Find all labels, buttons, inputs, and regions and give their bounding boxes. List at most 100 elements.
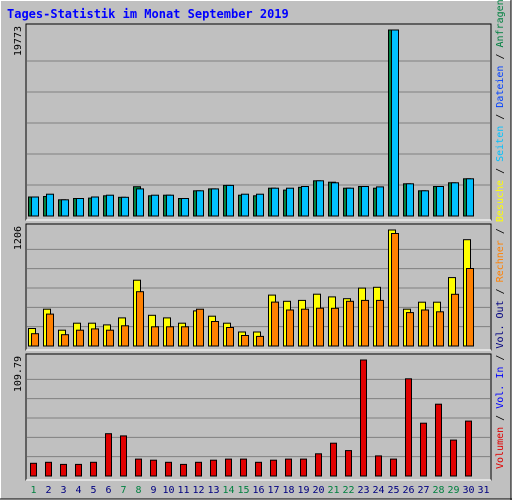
bar-rechner-day-28 — [436, 311, 444, 347]
bar-seiten-day-23 — [361, 186, 369, 217]
bar-volumen-day-6 — [105, 433, 112, 477]
bar-rechner-day-29 — [451, 293, 459, 347]
bar-volumen-day-8 — [135, 458, 142, 477]
x-tick-label: 31 — [477, 485, 489, 496]
bar-rechner-day-12 — [196, 308, 204, 347]
bar-seiten-day-20 — [316, 180, 324, 217]
y-max-label: 1206 — [13, 226, 24, 250]
panel-bottom-frame — [25, 353, 492, 481]
legend-label-part: Besuche — [495, 180, 506, 222]
bar-seiten-day-15 — [241, 193, 249, 217]
bar-rechner-day-14 — [226, 327, 234, 347]
bar-rechner-day-25 — [391, 233, 399, 347]
bar-seiten-day-25 — [391, 29, 399, 217]
bar-seiten-day-12 — [196, 190, 204, 217]
bar-seiten-day-24 — [376, 186, 384, 217]
x-axis-ticks: 1 2 3 4 5 6 7 8 9 10 11 12 13 14 15 16 17 18 19 20 21 22 23 24 2… — [30, 485, 489, 496]
bar-volumen-day-23 — [360, 359, 367, 477]
bar-rechner-day-27 — [421, 309, 429, 347]
bar-rechner-day-6 — [106, 329, 114, 347]
x-tick-label: 14 — [222, 485, 234, 496]
bar-rechner-day-10 — [166, 326, 174, 347]
bar-volumen-day-2 — [45, 461, 52, 477]
bar-seiten-day-26 — [406, 183, 414, 217]
bar-rechner-day-7 — [121, 325, 129, 347]
panel-bottom: 109.79 — [13, 353, 492, 481]
x-tick-label: 30 — [462, 485, 474, 496]
bar-rechner-day-4 — [76, 329, 84, 347]
bar-seiten-day-18 — [286, 187, 294, 217]
x-tick-label: 6 — [105, 485, 111, 496]
bar-volumen-day-18 — [285, 458, 292, 477]
bar-volumen-day-28 — [435, 403, 442, 477]
legend-label-part: Rechner — [495, 240, 506, 282]
bar-volumen-day-10 — [165, 461, 172, 477]
chart-title: Tages-Statistik im Monat September 2019 — [7, 7, 289, 21]
bar-volumen-day-16 — [255, 461, 262, 477]
x-tick-label: 12 — [192, 485, 204, 496]
bar-seiten-day-19 — [301, 186, 309, 217]
bar-volumen-day-13 — [210, 459, 217, 477]
x-tick-label: 22 — [342, 485, 354, 496]
bar-rechner-day-18 — [286, 309, 294, 347]
bar-volumen-day-25 — [390, 458, 397, 477]
bar-seiten-day-14 — [226, 184, 234, 217]
bar-seiten-day-4 — [76, 198, 84, 217]
bar-seiten-day-30 — [466, 178, 474, 217]
bar-rechner-day-2 — [46, 313, 54, 347]
bar-seiten-day-3 — [61, 199, 69, 217]
x-tick-label: 27 — [417, 485, 429, 496]
legend-label-part: / — [495, 282, 506, 300]
bar-rechner-day-17 — [271, 301, 279, 347]
bar-seiten-day-10 — [166, 194, 174, 217]
bar-seiten-day-5 — [91, 196, 99, 217]
bar-rechner-day-20 — [316, 307, 324, 347]
x-tick-label: 15 — [237, 485, 249, 496]
bar-volumen-day-3 — [60, 463, 67, 477]
x-tick-label: 23 — [357, 485, 369, 496]
bar-rechner-day-8 — [136, 291, 144, 347]
bar-volumen-day-27 — [420, 422, 427, 477]
bar-rechner-day-13 — [211, 321, 219, 347]
bar-volumen-day-29 — [450, 439, 457, 477]
bar-volumen-day-14 — [225, 458, 232, 477]
x-tick-label: 24 — [372, 485, 384, 496]
bar-volumen-day-7 — [120, 435, 127, 477]
x-tick-label: 29 — [447, 485, 459, 496]
x-tick-label: 26 — [402, 485, 414, 496]
chart-panels: 19773 1206 109.79 — [13, 23, 492, 481]
bar-seiten-day-1 — [31, 196, 39, 217]
x-tick-label: 4 — [75, 485, 81, 496]
bar-volumen-day-21 — [330, 442, 337, 477]
bar-rechner-day-19 — [301, 308, 309, 347]
legend-label-part: Vol. Out — [495, 300, 506, 348]
bar-rechner-day-26 — [406, 312, 414, 347]
bar-seiten-day-6 — [106, 194, 114, 217]
bar-seiten-day-11 — [181, 198, 189, 217]
y-max-label: 109.79 — [13, 356, 24, 392]
bar-rechner-day-15 — [241, 335, 249, 347]
bar-seiten-day-13 — [211, 188, 219, 217]
bar-rechner-day-16 — [256, 335, 264, 347]
x-tick-label: 13 — [207, 485, 219, 496]
bar-volumen-day-26 — [405, 378, 412, 477]
x-tick-label: 9 — [150, 485, 156, 496]
x-tick-label: 2 — [45, 485, 51, 496]
x-tick-label: 28 — [432, 485, 444, 496]
panel-top: 19773 — [13, 23, 492, 221]
legend-label-part: Vol. In — [495, 367, 506, 409]
bar-seiten-day-8 — [136, 188, 144, 217]
bar-volumen-day-22 — [345, 450, 352, 477]
x-tick-label: 11 — [177, 485, 189, 496]
bar-volumen-day-17 — [270, 459, 277, 477]
legend-label-part: / — [495, 108, 506, 126]
bar-rechner-day-24 — [376, 299, 384, 347]
x-tick-label: 18 — [282, 485, 294, 496]
bar-seiten-day-22 — [346, 187, 354, 217]
bar-volumen-day-9 — [150, 459, 157, 477]
right-legend-label: Volumen / Vol. In / Vol. Out / Rechner /… — [495, 0, 506, 469]
legend-label-part: Dateien — [495, 66, 506, 108]
x-tick-label: 20 — [312, 485, 324, 496]
